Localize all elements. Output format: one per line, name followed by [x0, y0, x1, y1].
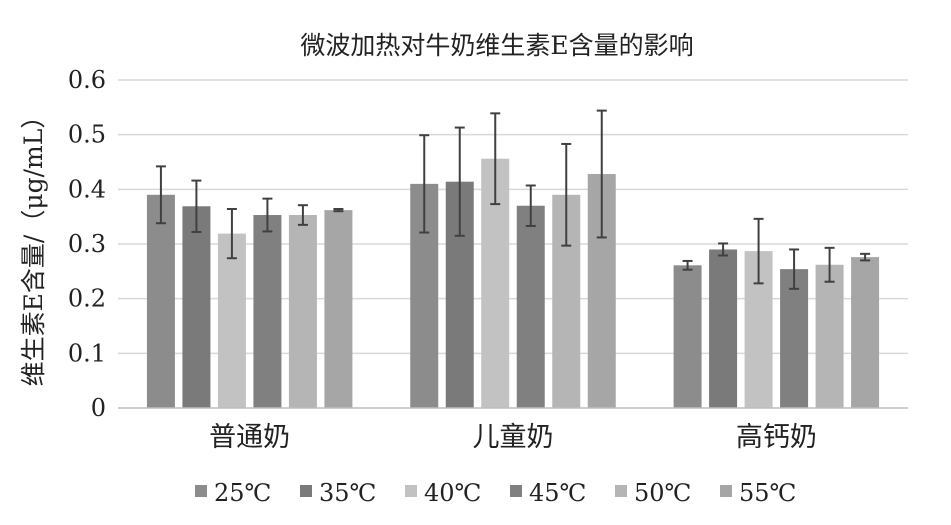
legend-swatch: [405, 485, 417, 497]
category-label: 高钙奶: [736, 422, 817, 453]
y-tick-label: 0.5: [68, 121, 106, 149]
bar: [324, 210, 353, 408]
category-label: 普通奶: [209, 422, 290, 453]
y-tick-label: 0.4: [68, 175, 106, 203]
bar: [673, 265, 702, 408]
legend-label: 25℃: [214, 479, 271, 507]
y-tick-label: 0: [91, 394, 106, 422]
y-tick-label: 0.1: [68, 339, 106, 367]
bar: [709, 249, 738, 408]
category-labels: 普通奶 儿童奶 高钙奶: [209, 422, 817, 453]
category-label: 儿童奶: [473, 422, 554, 453]
bar: [851, 257, 880, 408]
legend-swatch: [615, 485, 627, 497]
legend-label: 55℃: [739, 479, 796, 507]
bar: [217, 233, 246, 408]
legend-swatch: [300, 485, 312, 497]
bar: [288, 215, 317, 408]
legend-swatch: [510, 485, 522, 497]
bar: [182, 206, 211, 408]
legend-label: 45℃: [529, 479, 586, 507]
legend-label: 50℃: [634, 479, 691, 507]
bar: [815, 264, 844, 408]
y-tick-label: 0.6: [68, 66, 106, 94]
chart-title: 微波加热对牛奶维生素E含量的影响: [300, 31, 693, 60]
y-axis-ticks: 0 0.1 0.2 0.3 0.4 0.5 0.6: [68, 66, 106, 422]
legend-swatch: [195, 485, 207, 497]
y-tick-label: 0.2: [68, 285, 106, 313]
gridlines: [118, 79, 908, 355]
bar: [780, 269, 809, 408]
bars: [146, 158, 880, 408]
legend-label: 35℃: [319, 479, 376, 507]
y-tick-label: 0.3: [68, 230, 106, 258]
bar: [516, 205, 545, 408]
legend-label: 40℃: [424, 479, 481, 507]
bar: [146, 194, 175, 408]
bar: [253, 215, 282, 408]
y-axis-label: 维生素E含量/（μg/mL）: [19, 104, 48, 387]
legend-swatch: [720, 485, 732, 497]
error-bars: [155, 109, 871, 290]
legend: 25℃ 35℃ 40℃ 45℃ 50℃ 55℃: [195, 479, 796, 507]
